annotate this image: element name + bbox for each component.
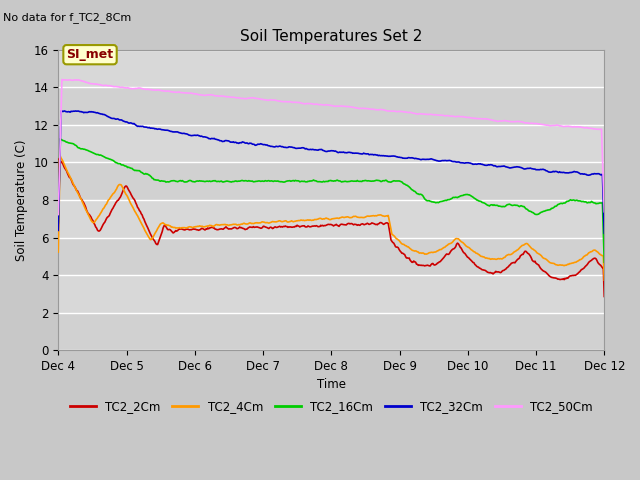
Text: SI_met: SI_met <box>67 48 113 61</box>
Title: Soil Temperatures Set 2: Soil Temperatures Set 2 <box>240 29 422 44</box>
Bar <box>58 238 604 275</box>
Text: No data for f_TC2_8Cm: No data for f_TC2_8Cm <box>3 12 131 23</box>
Bar <box>58 162 604 200</box>
X-axis label: Time: Time <box>317 379 346 392</box>
Bar <box>58 312 604 350</box>
Legend: TC2_2Cm, TC2_4Cm, TC2_16Cm, TC2_32Cm, TC2_50Cm: TC2_2Cm, TC2_4Cm, TC2_16Cm, TC2_32Cm, TC… <box>65 395 598 418</box>
Y-axis label: Soil Temperature (C): Soil Temperature (C) <box>15 139 28 261</box>
Bar <box>58 87 604 125</box>
